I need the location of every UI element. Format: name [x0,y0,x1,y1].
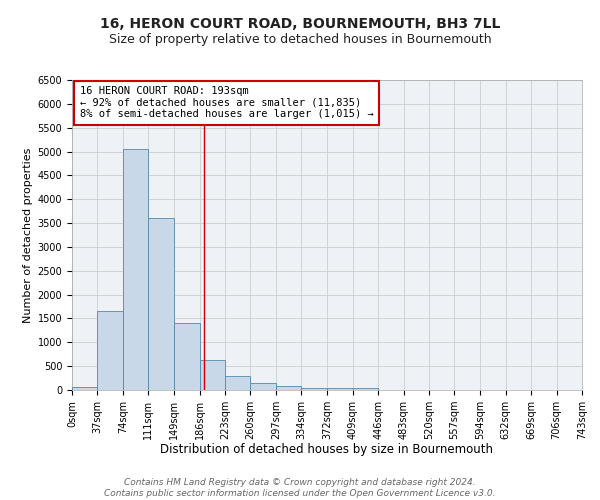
Bar [72,387,97,390]
Bar [276,386,301,390]
X-axis label: Distribution of detached houses by size in Bournemouth: Distribution of detached houses by size … [161,444,493,456]
Bar [250,383,276,390]
Bar [328,388,353,390]
Text: 16 HERON COURT ROAD: 193sqm
← 92% of detached houses are smaller (11,835)
8% of : 16 HERON COURT ROAD: 193sqm ← 92% of det… [80,86,373,120]
Bar [353,388,378,390]
Text: Contains HM Land Registry data © Crown copyright and database right 2024.
Contai: Contains HM Land Registry data © Crown c… [104,478,496,498]
Bar [123,149,148,390]
Bar [225,376,250,390]
Bar [174,323,200,390]
Bar [301,388,328,390]
Y-axis label: Number of detached properties: Number of detached properties [23,148,34,322]
Bar [97,312,123,390]
Bar [148,218,174,390]
Bar [200,360,225,390]
Text: 16, HERON COURT ROAD, BOURNEMOUTH, BH3 7LL: 16, HERON COURT ROAD, BOURNEMOUTH, BH3 7… [100,18,500,32]
Text: Size of property relative to detached houses in Bournemouth: Size of property relative to detached ho… [109,32,491,46]
